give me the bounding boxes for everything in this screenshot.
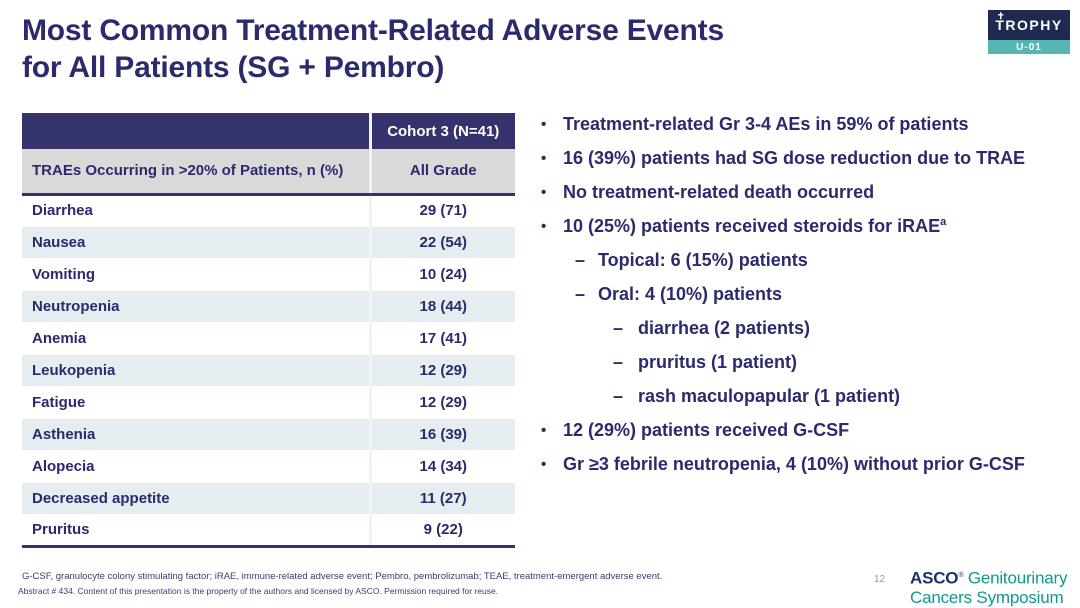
trae-value: 16 (39) (368, 418, 515, 451)
trophy-cross-icon: ✝ (997, 11, 1007, 21)
bullet-item: – Topical: 6 (15%) patients (535, 250, 1080, 271)
bullet-marker-icon: • (541, 116, 547, 133)
bullet-item: – diarrhea (2 patients) (535, 318, 1080, 339)
bullet-marker-icon: • (541, 456, 547, 473)
bullet-item: • 10 (25%) patients received steroids for… (535, 216, 1080, 237)
bullet-marker-icon: – (575, 250, 586, 270)
table-body: Diarrhea 29 (71) Nausea 22 (54) Vomiting 10 (… (22, 194, 515, 548)
trae-label: Fatigue (22, 386, 370, 419)
cohort-header-spacer (22, 113, 370, 149)
footnotes: G-CSF, granulocyte colony stimulating fa… (18, 571, 662, 596)
bullet-text: diarrhea (2 patients) (638, 318, 811, 338)
trae-label: Alopecia (22, 450, 370, 483)
bullet-text: Topical: 6 (15%) patients (598, 250, 808, 270)
bullet-marker-icon: – (613, 352, 624, 372)
trae-value: 12 (29) (368, 354, 515, 387)
bullet-text: Gr ≥3 febrile neutropenia, 4 (10%) witho… (563, 454, 1025, 474)
asco-registered-mark: ® (958, 572, 964, 579)
bullet-marker-icon: • (541, 184, 547, 201)
trophy-logo-top: ✝ TROPHY (988, 10, 1070, 40)
bullet-item: • 12 (29%) patients received G-CSF (535, 420, 1080, 441)
page-number: 12 (874, 574, 886, 585)
trae-value: 10 (24) (368, 258, 515, 291)
bullet-list: • Treatment-related Gr 3-4 AEs in 59% of … (535, 114, 1080, 488)
trae-value: 14 (34) (368, 450, 515, 483)
page-title: Most Common Treatment-Related Adverse Ev… (22, 12, 724, 86)
column-header-all-grade: All Grade (368, 149, 515, 196)
bullet-marker-icon: – (575, 284, 586, 304)
trae-value: 18 (44) (368, 290, 515, 323)
symposium-text-line2: Cancers Symposium (910, 587, 1064, 607)
trae-value: 11 (27) (368, 482, 515, 515)
trae-label: Nausea (22, 226, 370, 259)
table-row: Asthenia 16 (39) (22, 418, 515, 451)
trae-value: 9 (22) (368, 514, 515, 548)
column-header-traes: TRAEs Occurring in >20% of Patients, n (… (22, 149, 370, 196)
bullet-superscript: a (940, 216, 947, 228)
bullet-text: No treatment-related death occurred (563, 182, 875, 202)
trae-value: 22 (54) (368, 226, 515, 259)
bullet-marker-icon: • (541, 150, 547, 167)
bullet-item: – pruritus (1 patient) (535, 352, 1080, 373)
trae-label: Neutropenia (22, 290, 370, 323)
table-row: Decreased appetite 11 (27) (22, 482, 515, 515)
trae-value: 17 (41) (368, 322, 515, 355)
symposium-text-line1: Genitourinary (967, 568, 1068, 588)
bullet-text: 10 (25%) patients received steroids for … (563, 216, 947, 236)
bullet-text: rash maculopapular (1 patient) (638, 386, 901, 406)
page-title-line1: Most Common Treatment-Related Adverse Ev… (22, 14, 724, 47)
bullet-item: • 16 (39%) patients had SG dose reduction… (535, 148, 1080, 169)
bullet-text: Treatment-related Gr 3-4 AEs in 59% of p… (563, 114, 969, 134)
trae-label: Anemia (22, 322, 370, 355)
table-row: Neutropenia 18 (44) (22, 290, 515, 323)
cohort-header: Cohort 3 (N=41) (368, 113, 515, 149)
table-row: Alopecia 14 (34) (22, 450, 515, 483)
bullet-item: – rash maculopapular (1 patient) (535, 386, 1080, 407)
bullet-item: • Gr ≥3 febrile neutropenia, 4 (10%) with… (535, 454, 1080, 475)
table-column-header-row: TRAEs Occurring in >20% of Patients, n (… (22, 149, 515, 196)
asco-symposium-logo: ASCO® Genitourinary Cancers Symposium (910, 566, 1067, 607)
table-row: Vomiting 10 (24) (22, 258, 515, 291)
copyright-footnote: Abstract # 434. Content of this presenta… (18, 586, 499, 596)
trae-label: Vomiting (22, 258, 370, 291)
adverse-events-table: Cohort 3 (N=41) TRAEs Occurring in >20% … (22, 113, 515, 548)
bullet-marker-icon: – (613, 318, 624, 338)
bullet-item: • Treatment-related Gr 3-4 AEs in 59% of … (535, 114, 1080, 135)
table-cohort-header-row: Cohort 3 (N=41) (22, 113, 515, 149)
bullet-marker-icon: – (613, 386, 624, 406)
bullet-item: – Oral: 4 (10%) patients (535, 284, 1080, 305)
trae-label: Asthenia (22, 418, 370, 451)
trae-label: Leukopenia (22, 354, 370, 387)
abbreviations-footnote: G-CSF, granulocyte colony stimulating fa… (22, 571, 663, 582)
table-row: Pruritus 9 (22) (22, 514, 515, 548)
bullet-text: Oral: 4 (10%) patients (598, 284, 783, 304)
trae-label: Decreased appetite (22, 482, 370, 515)
bullet-item: • No treatment-related death occurred (535, 182, 1080, 203)
bullet-marker-icon: • (541, 218, 547, 235)
trophy-u01-logo: ✝ TROPHY U-01 (988, 10, 1070, 54)
bullet-marker-icon: • (541, 422, 547, 439)
trophy-logo-sub: U-01 (988, 40, 1070, 54)
table-row: Diarrhea 29 (71) (22, 194, 515, 227)
table-row: Anemia 17 (41) (22, 322, 515, 355)
bullet-text: 16 (39%) patients had SG dose reduction … (563, 148, 1026, 168)
bullet-text: 12 (29%) patients received G-CSF (563, 420, 850, 440)
table-row: Nausea 22 (54) (22, 226, 515, 259)
trophy-logo-text: TROPHY (995, 17, 1063, 33)
table-row: Fatigue 12 (29) (22, 386, 515, 419)
asco-logo-text: ASCO (910, 568, 959, 588)
trae-value: 29 (71) (368, 194, 515, 227)
trae-label: Pruritus (22, 514, 370, 548)
bullet-text: pruritus (1 patient) (638, 352, 798, 372)
page-title-line2: for All Patients (SG + Pembro) (22, 51, 445, 84)
table-row: Leukopenia 12 (29) (22, 354, 515, 387)
trae-value: 12 (29) (368, 386, 515, 419)
trae-label: Diarrhea (22, 194, 370, 227)
